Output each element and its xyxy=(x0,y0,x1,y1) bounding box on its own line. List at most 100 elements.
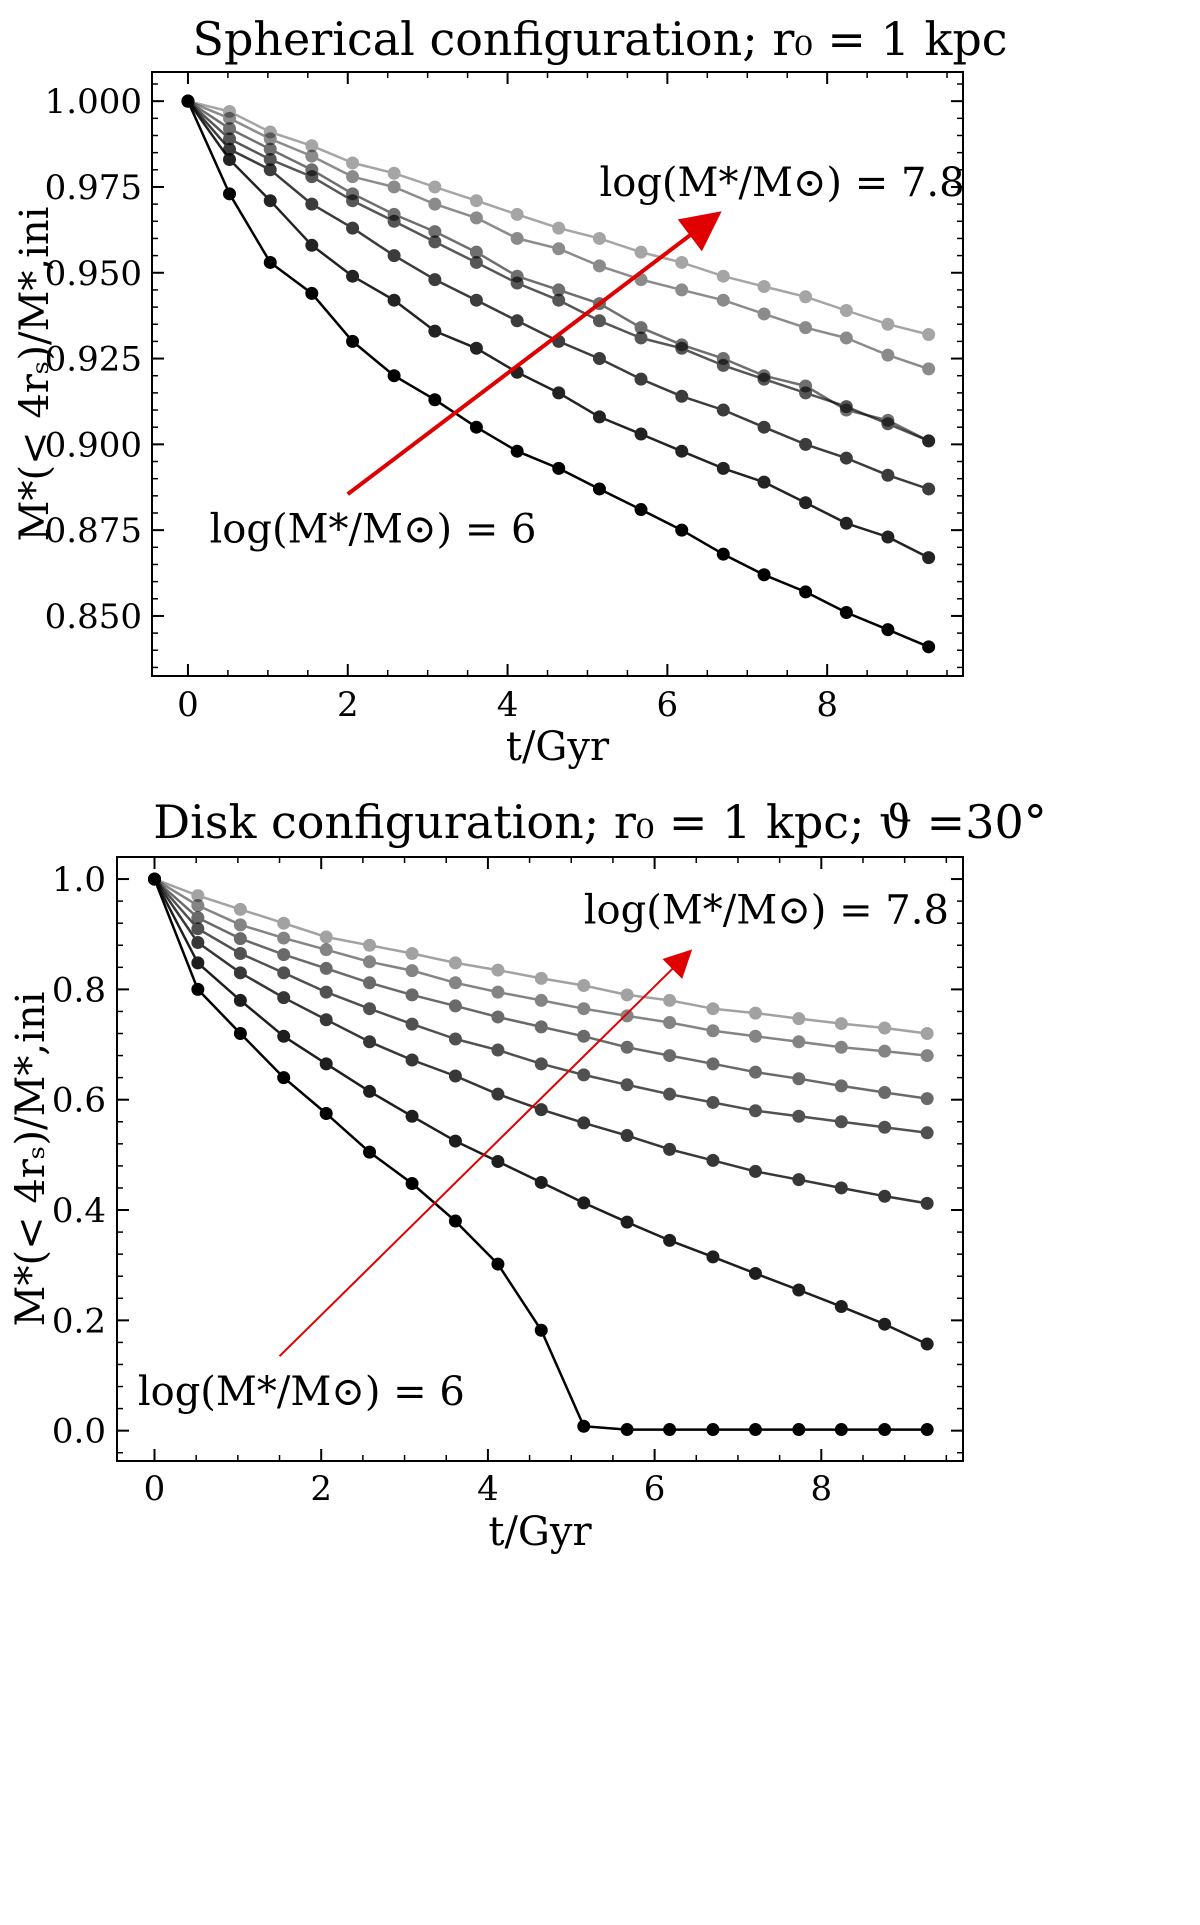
data-point xyxy=(757,475,771,489)
data-point xyxy=(510,444,524,458)
data-point xyxy=(233,1027,247,1041)
data-point xyxy=(663,993,677,1007)
data-point xyxy=(920,1027,934,1041)
data-point xyxy=(277,948,291,962)
data-point xyxy=(510,231,524,245)
data-point xyxy=(792,1173,806,1187)
data-point xyxy=(263,194,277,208)
data-point xyxy=(448,1134,462,1148)
data-point xyxy=(839,400,853,414)
data-point xyxy=(510,207,524,221)
data-point xyxy=(675,523,689,537)
data-point xyxy=(305,149,319,163)
data-point xyxy=(592,352,606,366)
data-point xyxy=(881,417,895,431)
data-point xyxy=(757,420,771,434)
data-point xyxy=(448,1032,462,1046)
data-point xyxy=(223,104,237,118)
data-point xyxy=(716,547,730,561)
tick-group: 0 2 4 6 8 0.850 0.875 0.900 0.925 0.950 0.975 1.000 xyxy=(45,72,963,725)
data-point xyxy=(881,530,895,544)
data-point xyxy=(577,1068,591,1082)
data-point xyxy=(491,963,505,977)
data-point xyxy=(223,122,237,136)
data-point xyxy=(534,1057,548,1071)
data-point xyxy=(277,1029,291,1043)
data-point xyxy=(706,1095,720,1109)
series-1 xyxy=(181,94,936,654)
data-point xyxy=(592,314,606,328)
data-point xyxy=(191,935,205,949)
data-point xyxy=(922,482,936,496)
data-point xyxy=(387,293,401,307)
data-point xyxy=(716,269,730,283)
data-point xyxy=(706,1002,720,1016)
data-point xyxy=(799,290,813,304)
data-point xyxy=(346,269,360,283)
series-7 xyxy=(148,872,934,1041)
data-point xyxy=(878,1189,892,1203)
data-point xyxy=(748,1164,762,1178)
data-point xyxy=(757,307,771,321)
data-point xyxy=(799,437,813,451)
data-point xyxy=(491,1043,505,1057)
data-point xyxy=(922,640,936,654)
data-point xyxy=(469,255,483,269)
data-point xyxy=(346,156,360,170)
data-point xyxy=(491,1087,505,1101)
data-point xyxy=(792,1423,806,1437)
data-point xyxy=(469,245,483,259)
data-point xyxy=(428,273,442,287)
data-point xyxy=(620,1009,634,1023)
series-7 xyxy=(181,94,936,342)
data-point xyxy=(922,551,936,565)
data-point xyxy=(469,194,483,208)
data-point xyxy=(534,1103,548,1117)
data-point xyxy=(748,1065,762,1079)
data-point xyxy=(620,1129,634,1143)
data-point xyxy=(552,283,566,297)
trend-arrow xyxy=(278,949,693,1357)
data-point xyxy=(448,1069,462,1083)
data-point xyxy=(428,197,442,211)
data-point xyxy=(663,1049,677,1063)
data-point xyxy=(448,999,462,1013)
data-point xyxy=(552,293,566,307)
data-point xyxy=(620,1215,634,1229)
data-point xyxy=(319,1106,333,1120)
data-point xyxy=(748,1423,762,1437)
data-point xyxy=(405,988,419,1002)
data-point xyxy=(834,1079,848,1093)
data-point xyxy=(233,932,247,946)
data-point xyxy=(277,1071,291,1085)
y-tick-label: 1.000 xyxy=(45,82,142,122)
data-point xyxy=(592,231,606,245)
series-line xyxy=(187,100,930,371)
y-tick-label: 0.975 xyxy=(45,168,142,208)
series-5 xyxy=(148,872,934,1106)
data-point xyxy=(405,947,419,961)
data-point xyxy=(663,1423,677,1437)
x-tick-label: 8 xyxy=(816,685,838,725)
data-point xyxy=(534,993,548,1007)
data-point xyxy=(387,249,401,263)
data-point xyxy=(319,1057,333,1071)
data-point xyxy=(878,1021,892,1035)
data-point xyxy=(716,293,730,307)
data-point xyxy=(748,1266,762,1280)
data-point xyxy=(592,259,606,273)
data-point xyxy=(716,403,730,417)
data-point xyxy=(346,334,360,348)
data-point xyxy=(634,372,648,386)
data-point xyxy=(534,1323,548,1337)
data-point xyxy=(346,194,360,208)
data-point xyxy=(491,1154,505,1168)
y-tick-label: 0.0 xyxy=(52,1412,106,1452)
trend-arrow xyxy=(346,211,722,496)
y-axis-label: M*(< 4rₛ)/M*,ini xyxy=(8,992,54,1327)
data-point xyxy=(663,1142,677,1156)
data-point xyxy=(191,911,205,925)
data-point xyxy=(757,568,771,582)
y-tick-label: 0.6 xyxy=(52,1081,106,1121)
data-point xyxy=(363,1035,377,1049)
